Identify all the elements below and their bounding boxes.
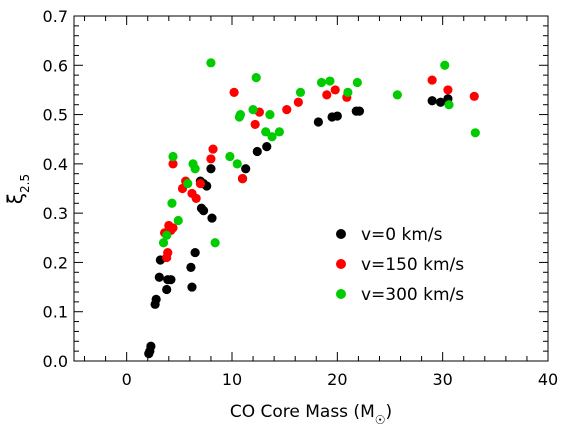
data-point bbox=[162, 284, 172, 295]
data-point bbox=[146, 341, 156, 351]
x-tick-label: 30 bbox=[432, 370, 452, 389]
data-point bbox=[262, 142, 272, 152]
sun-symbol-icon: ☉ bbox=[375, 413, 386, 427]
axes-layer: 0 10 20 30 40 0.0 0.1 0.2 0.3 0.4 0.5 0.6 0.7 bbox=[43, 7, 559, 389]
data-point bbox=[237, 174, 248, 184]
data-point bbox=[167, 198, 177, 208]
data-point bbox=[232, 159, 242, 169]
data-point bbox=[195, 178, 205, 189]
data-point bbox=[168, 151, 178, 162]
y-axis-label-sub: 2.5 bbox=[18, 174, 32, 193]
data-point bbox=[435, 97, 446, 107]
x-axis-label-text: CO Core Mass (M bbox=[230, 402, 375, 422]
data-point bbox=[168, 223, 178, 233]
data-point bbox=[207, 213, 217, 223]
data-point bbox=[470, 128, 480, 138]
y-tick-label: 0.1 bbox=[43, 303, 68, 322]
x-axis-label-suffix: ) bbox=[386, 402, 393, 422]
data-point bbox=[427, 75, 437, 85]
series-1 bbox=[159, 75, 479, 263]
legend-marker bbox=[336, 229, 346, 239]
y-tick-label: 0.5 bbox=[43, 106, 68, 125]
y-tick-label: 0.3 bbox=[43, 204, 68, 223]
legend-label: v=0 km/s bbox=[361, 225, 443, 245]
legend-label: v=150 km/s bbox=[361, 255, 464, 275]
data-point bbox=[248, 105, 258, 115]
data-point bbox=[293, 97, 303, 107]
data-point bbox=[469, 91, 479, 101]
data-point bbox=[206, 164, 216, 174]
data-point bbox=[191, 193, 201, 203]
data-point bbox=[295, 87, 306, 97]
data-point bbox=[274, 127, 284, 137]
data-point bbox=[154, 272, 164, 282]
y-tick-label: 0.6 bbox=[43, 56, 68, 75]
data-point bbox=[225, 151, 235, 162]
data-point bbox=[206, 154, 216, 164]
data-point bbox=[250, 119, 260, 130]
data-point bbox=[235, 109, 246, 120]
y-tick-label: 0.2 bbox=[43, 253, 68, 272]
data-point bbox=[151, 294, 161, 304]
data-point bbox=[210, 238, 220, 248]
data-point bbox=[183, 178, 193, 189]
data-point bbox=[241, 164, 251, 174]
y-axis-label-base: ξ bbox=[3, 193, 27, 204]
data-point bbox=[229, 87, 239, 97]
data-point bbox=[343, 87, 353, 97]
legend-marker bbox=[336, 259, 346, 269]
data-point bbox=[265, 109, 275, 120]
x-tick-label: 0 bbox=[122, 370, 132, 389]
x-tick-label: 40 bbox=[538, 370, 558, 389]
data-point bbox=[313, 117, 323, 127]
data-point bbox=[322, 90, 332, 100]
data-point bbox=[187, 282, 197, 292]
data-point bbox=[173, 215, 183, 226]
data-point bbox=[354, 106, 365, 116]
data-point bbox=[427, 96, 437, 106]
data-point bbox=[158, 238, 169, 248]
data-point bbox=[252, 146, 262, 157]
series-0 bbox=[144, 94, 453, 359]
data-point bbox=[163, 247, 173, 258]
data-point bbox=[325, 76, 335, 86]
data-point bbox=[352, 77, 362, 88]
plot-frame bbox=[73, 15, 549, 362]
data-point bbox=[392, 90, 402, 100]
y-tick-label: 0.0 bbox=[43, 352, 68, 371]
data-point bbox=[168, 159, 178, 169]
data-point bbox=[206, 58, 216, 68]
data-point bbox=[186, 262, 196, 272]
data-point bbox=[440, 60, 450, 70]
points-layer bbox=[144, 58, 480, 359]
data-point bbox=[190, 164, 200, 174]
data-point bbox=[166, 275, 176, 285]
data-point bbox=[267, 132, 277, 142]
y-tick-label: 0.4 bbox=[43, 155, 68, 174]
data-point bbox=[251, 73, 261, 83]
data-point bbox=[443, 85, 453, 95]
y-tick-label: 0.7 bbox=[43, 7, 68, 26]
data-point bbox=[261, 127, 271, 137]
data-point bbox=[190, 247, 200, 258]
data-point bbox=[332, 111, 342, 121]
data-point bbox=[198, 206, 209, 216]
legend-label: v=300 km/s bbox=[361, 285, 464, 305]
x-axis-label: CO Core Mass (M☉) bbox=[230, 402, 392, 427]
series-2 bbox=[158, 58, 480, 248]
data-point bbox=[282, 105, 292, 115]
data-point bbox=[162, 230, 172, 240]
data-point bbox=[330, 85, 340, 95]
x-tick-label: 10 bbox=[222, 370, 242, 389]
x-tick-label: 20 bbox=[327, 370, 347, 389]
data-point bbox=[316, 77, 327, 88]
y-axis-label: ξ2.5 bbox=[3, 174, 32, 204]
data-point bbox=[208, 144, 218, 154]
legend: v=0 km/s v=150 km/s v=300 km/s bbox=[336, 225, 464, 305]
legend-marker bbox=[336, 289, 346, 299]
data-point bbox=[444, 100, 454, 110]
